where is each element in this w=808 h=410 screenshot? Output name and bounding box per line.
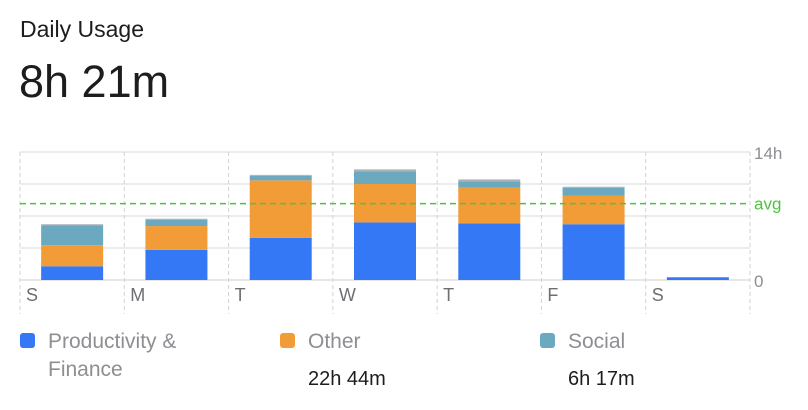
bar-segment (41, 225, 104, 246)
y-tick-label: 14h (754, 144, 782, 163)
bar-segment (458, 181, 521, 188)
bar-segment (562, 224, 625, 280)
legend-value-social: 6h 17m (568, 368, 635, 390)
page-title: Daily Usage (20, 16, 144, 42)
bar-segment (249, 180, 312, 238)
x-tick-label: F (547, 285, 558, 305)
social-color-swatch (540, 333, 555, 348)
x-tick-label: S (26, 285, 38, 305)
productivity-color-swatch (20, 333, 35, 348)
bar-segment (249, 174, 312, 176)
legend-label: Other (308, 330, 361, 353)
x-tick-label: T (443, 285, 454, 305)
usage-bar-chart: avg 14h 0 S M T W T F S (19, 144, 782, 314)
bar-segment (666, 277, 729, 280)
bar-segment (145, 249, 208, 280)
x-tick-label: W (339, 285, 356, 305)
bar-segment (41, 266, 104, 280)
legend-label: Productivity & Finance (48, 330, 177, 381)
x-tick-label: S (652, 285, 664, 305)
bar-segment (458, 179, 521, 182)
average-label: avg (754, 195, 781, 214)
bar-segment (249, 237, 312, 280)
bar-segment (562, 187, 625, 196)
y-tick-label: 0 (754, 272, 763, 291)
bar-segment (354, 222, 416, 280)
bar-segment (145, 226, 208, 250)
bar-segment (458, 187, 521, 224)
legend-label: Social (568, 330, 626, 353)
bar-segment (145, 218, 208, 220)
other-color-swatch (280, 333, 295, 348)
legend-value-other: 22h 44m (308, 368, 386, 390)
bar-segment (354, 171, 416, 184)
bar-segment (41, 224, 104, 226)
x-tick-label: T (235, 285, 246, 305)
bar-segment (354, 169, 416, 172)
x-tick-label: M (130, 285, 145, 305)
daily-usage-total: 8h 21m (19, 56, 170, 107)
bar-segment (41, 245, 104, 267)
bar-segment (562, 195, 625, 225)
bar-segment (145, 219, 208, 227)
bar-segment (562, 186, 625, 188)
bar-segment (249, 175, 312, 181)
bar-segment (458, 223, 521, 280)
